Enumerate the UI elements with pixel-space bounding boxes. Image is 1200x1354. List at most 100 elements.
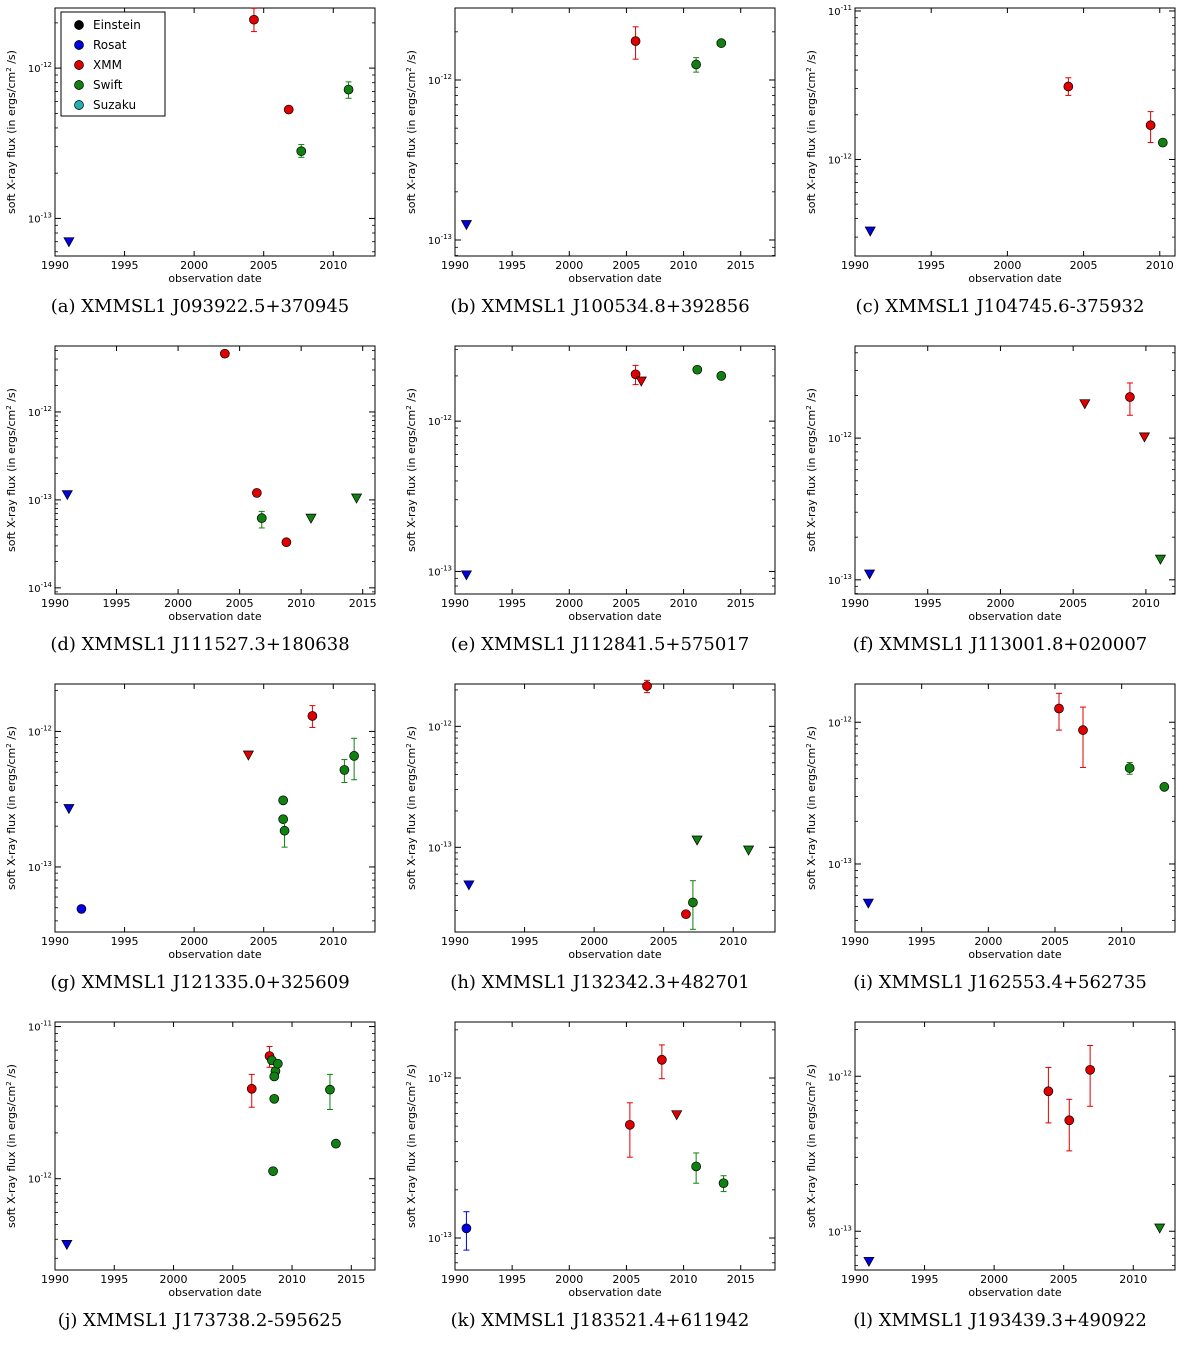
plot-frame — [54, 345, 376, 595]
data-point — [716, 371, 727, 381]
y-tick-label: 10-13 — [428, 564, 452, 578]
data-point — [692, 364, 703, 375]
chart-caption: (j) XMMSL1 J173738.2-595625 — [57, 1310, 343, 1331]
x-tick-label: 2010 — [1146, 259, 1174, 272]
y-tick-label: 10-12 — [28, 1172, 52, 1186]
data-point — [1157, 137, 1168, 148]
x-tick-label: 2010 — [670, 1273, 698, 1286]
legend-label: XMM — [93, 58, 122, 72]
x-tick-label: 2000 — [974, 935, 1002, 948]
y-axis-label: soft X-ray flux (in ergs/cm2 /s) — [5, 388, 18, 552]
scatter-chart: 1990 1995 2000 2005 2010 10-13 10-12 observatio… — [405, 679, 776, 961]
data-point — [691, 59, 701, 70]
upper-limit-marker — [350, 493, 363, 504]
x-tick-label: 2005 — [650, 935, 678, 948]
chart-panel: 1990 1995 2000 2005 2010 2015 10-12 10-11 observ… — [0, 1014, 400, 1352]
legend-marker — [74, 100, 84, 110]
upper-limit-marker — [242, 750, 254, 761]
legend-marker — [74, 80, 84, 90]
x-axis-label: observation date — [168, 948, 262, 961]
x-tick-label: 2000 — [180, 259, 208, 272]
x-tick-label: 1990 — [41, 935, 69, 948]
chart-panel: 1990 1995 2000 2005 2010 2015 10-14 10-13 10-12 o… — [0, 338, 400, 676]
data-point — [249, 14, 259, 25]
scatter-chart: 1990 1995 2000 2005 2010 10-13 10-12 observatio… — [805, 345, 1176, 623]
scatter-chart: 1990 1995 2000 2005 2010 10-13 10-12 observatio… — [805, 683, 1176, 961]
legend-label: Einstein — [93, 18, 141, 32]
x-tick-label: 2000 — [555, 259, 583, 272]
chart-caption: (f) XMMSL1 J113001.8+020007 — [852, 634, 1148, 655]
y-tick-label: 10-13 — [28, 860, 52, 874]
x-tick-label: 2010 — [1132, 597, 1160, 610]
upper-limit-marker — [691, 835, 703, 846]
data-point — [1063, 81, 1074, 92]
x-tick-label: 1995 — [111, 935, 139, 948]
chart-panel: 1990 1995 2000 2005 2010 10-12 10-11 observatio… — [800, 0, 1200, 338]
legend-marker — [74, 40, 84, 50]
x-tick-label: 1990 — [41, 259, 69, 272]
data-point — [307, 711, 318, 721]
y-tick-label: 10-13 — [428, 840, 452, 854]
plot-frame — [854, 1021, 1176, 1271]
x-axis-label: observation date — [968, 610, 1062, 623]
data-point — [642, 681, 652, 691]
data-point — [278, 795, 289, 806]
x-axis-label: observation date — [568, 1286, 662, 1299]
x-tick-label: 2015 — [727, 259, 755, 272]
x-tick-label: 2005 — [226, 597, 254, 610]
y-tick-label: 10-12 — [428, 73, 452, 87]
x-axis-label: observation date — [168, 1286, 262, 1299]
x-tick-label: 2010 — [719, 935, 747, 948]
upper-limit-marker — [864, 226, 876, 237]
chart-caption: (a) XMMSL1 J093922.5+370945 — [50, 296, 350, 317]
x-tick-label: 1990 — [841, 597, 869, 610]
data-point — [272, 1058, 283, 1069]
upper-limit-marker — [460, 570, 473, 581]
x-axis-label: observation date — [968, 948, 1062, 961]
y-tick-label: 10-12 — [828, 152, 852, 166]
x-tick-label: 2010 — [319, 259, 347, 272]
y-tick-label: 10-12 — [28, 405, 52, 419]
upper-limit-marker — [460, 220, 473, 231]
chart-panel: 1990 1995 2000 2005 2010 10-13 10-12 observatio… — [800, 1014, 1200, 1352]
upper-limit-marker — [305, 513, 317, 524]
data-point — [1124, 763, 1135, 773]
chart-panel: 1990 1995 2000 2005 2010 10-13 10-12 observatio… — [0, 0, 400, 338]
x-tick-label: 1990 — [441, 935, 469, 948]
x-tick-label: 2010 — [1119, 1273, 1147, 1286]
chart-caption: (b) XMMSL1 J100534.8+392856 — [450, 296, 750, 317]
x-tick-label: 1990 — [841, 935, 869, 948]
scatter-chart: 1990 1995 2000 2005 2010 2015 10-13 10-12 observ… — [405, 345, 776, 623]
chart-caption: (l) XMMSL1 J193439.3+490922 — [853, 1310, 1147, 1331]
upper-limit-marker — [1154, 1223, 1166, 1234]
plot-frame — [854, 683, 1176, 933]
data-point — [331, 1138, 341, 1149]
data-point — [269, 1071, 280, 1082]
chart-panel: 1990 1995 2000 2005 2010 2015 10-13 10-12 observ… — [400, 338, 800, 676]
upper-limit-marker — [863, 569, 876, 580]
data-point — [268, 1166, 278, 1177]
data-point — [1085, 1064, 1095, 1075]
x-tick-label: 2000 — [980, 1273, 1008, 1286]
y-tick-label: 10-11 — [28, 1020, 52, 1034]
upper-limit-marker — [463, 880, 475, 891]
y-tick-label: 10-13 — [28, 493, 52, 507]
data-point — [339, 765, 350, 775]
y-axis-label: soft X-ray flux (in ergs/cm2 /s) — [5, 50, 18, 214]
scatter-chart: 1990 1995 2000 2005 2010 2015 10-13 10-12 observ… — [405, 7, 776, 285]
x-tick-label: 2000 — [555, 597, 583, 610]
y-tick-label: 10-11 — [828, 4, 852, 18]
plot-frame — [54, 7, 376, 257]
x-tick-label: 1995 — [498, 597, 526, 610]
x-axis-label: observation date — [568, 610, 662, 623]
x-tick-label: 2010 — [1108, 935, 1136, 948]
x-tick-label: 2015 — [337, 1273, 365, 1286]
chart-caption: (h) XMMSL1 J132342.3+482701 — [450, 972, 750, 993]
y-axis-label: soft X-ray flux (in ergs/cm2 /s) — [805, 1064, 818, 1228]
y-tick-label: 10-12 — [428, 1071, 452, 1085]
x-tick-label: 1990 — [41, 597, 69, 610]
data-point — [630, 369, 641, 380]
data-point — [251, 488, 262, 498]
chart-panel: 1990 1995 2000 2005 2010 10-13 10-12 observatio… — [800, 676, 1200, 1014]
data-point — [688, 897, 698, 908]
